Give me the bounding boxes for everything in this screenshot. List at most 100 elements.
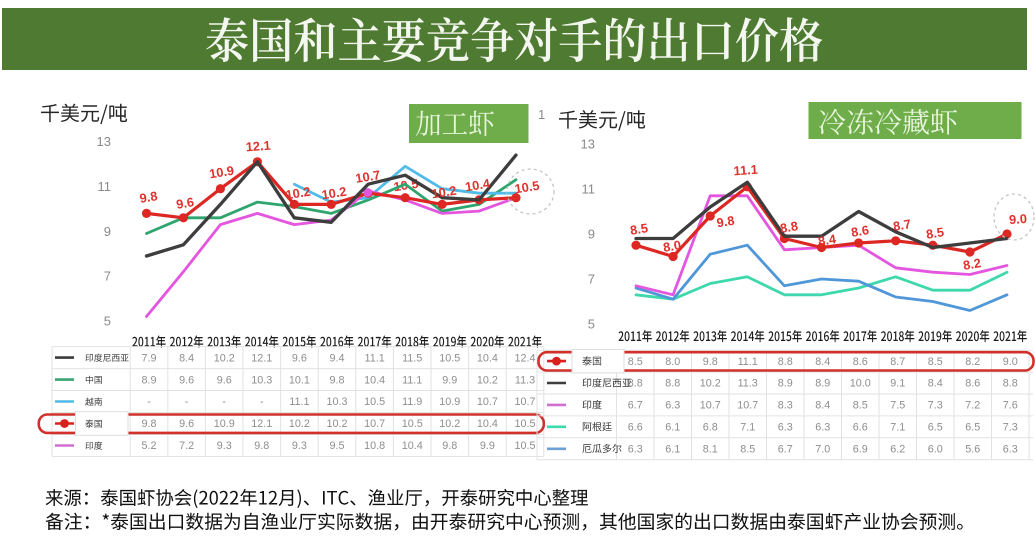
svg-text:10.5: 10.5: [439, 352, 460, 364]
svg-text:10.7: 10.7: [700, 400, 721, 412]
svg-text:8.3: 8.3: [778, 400, 793, 412]
svg-text:10.5: 10.5: [514, 178, 541, 197]
svg-text:10.4: 10.4: [464, 176, 492, 195]
svg-text:7.9: 7.9: [141, 352, 156, 364]
svg-text:8.2: 8.2: [962, 255, 982, 273]
svg-text:12.1: 12.1: [251, 352, 272, 364]
svg-text:11.5: 11.5: [402, 352, 422, 364]
svg-text:10.4: 10.4: [364, 374, 385, 386]
svg-text:1: 1: [538, 107, 545, 122]
svg-text:9.1: 9.1: [890, 378, 905, 390]
svg-text:6.0: 6.0: [928, 443, 943, 455]
svg-text:10.9: 10.9: [208, 163, 235, 182]
svg-text:10.2: 10.2: [700, 378, 721, 390]
svg-text:10.5: 10.5: [514, 418, 535, 430]
svg-text:9.9: 9.9: [480, 440, 495, 452]
svg-text:6.6: 6.6: [628, 422, 643, 434]
svg-text:10.5: 10.5: [402, 418, 423, 430]
svg-text:10.7: 10.7: [514, 396, 535, 408]
svg-text:11.1: 11.1: [364, 352, 384, 364]
svg-text:5.2: 5.2: [141, 440, 156, 452]
svg-text:6.3: 6.3: [1003, 443, 1018, 455]
svg-text:11.1: 11.1: [402, 374, 422, 386]
svg-text:10.2: 10.2: [326, 418, 347, 430]
svg-text:11.9: 11.9: [402, 396, 422, 408]
svg-text:10.2: 10.2: [439, 418, 460, 430]
svg-text:6.3: 6.3: [628, 443, 643, 455]
svg-text:9.6: 9.6: [179, 374, 194, 386]
svg-text:8.2: 8.2: [965, 356, 980, 368]
svg-text:10.3: 10.3: [326, 396, 347, 408]
svg-text:10.2: 10.2: [289, 418, 310, 430]
svg-text:8.5: 8.5: [928, 356, 943, 368]
svg-text:8.6: 8.6: [853, 356, 868, 368]
svg-text:6.1: 6.1: [665, 422, 680, 434]
svg-text:9.8: 9.8: [254, 440, 269, 452]
svg-text:8.5: 8.5: [925, 224, 945, 242]
svg-text:8.8: 8.8: [1003, 378, 1018, 390]
svg-text:11.3: 11.3: [515, 374, 535, 386]
svg-text:9.5: 9.5: [329, 440, 344, 452]
svg-text:12.4: 12.4: [514, 352, 535, 364]
svg-text:10.9: 10.9: [439, 396, 460, 408]
svg-text:10.5: 10.5: [364, 396, 385, 408]
svg-text:9.6: 9.6: [217, 374, 232, 386]
svg-text:8.7: 8.7: [890, 356, 905, 368]
svg-text:8.8: 8.8: [665, 378, 680, 390]
svg-text:8.8: 8.8: [778, 356, 793, 368]
svg-text:7.6: 7.6: [1003, 400, 1018, 412]
svg-text:6.8: 6.8: [703, 422, 718, 434]
svg-text:9.8: 9.8: [139, 188, 159, 206]
svg-text:5.6: 5.6: [965, 443, 980, 455]
svg-text:10.4: 10.4: [402, 440, 423, 452]
svg-text:7.3: 7.3: [928, 400, 943, 412]
svg-text:8.5: 8.5: [740, 443, 755, 455]
svg-text:-: -: [222, 396, 226, 408]
svg-text:8.8: 8.8: [779, 218, 799, 236]
svg-text:6.6: 6.6: [853, 422, 868, 434]
svg-text:8.4: 8.4: [815, 356, 830, 368]
svg-text:7.2: 7.2: [179, 440, 194, 452]
svg-text:8.5: 8.5: [628, 356, 643, 368]
svg-text:9.8: 9.8: [329, 374, 344, 386]
svg-text:9: 9: [588, 227, 595, 242]
svg-text:8.8: 8.8: [628, 378, 643, 390]
svg-text:6.3: 6.3: [665, 400, 680, 412]
svg-text:10.2: 10.2: [285, 184, 312, 203]
svg-text:10.7: 10.7: [737, 400, 758, 412]
svg-text:8.9: 8.9: [815, 378, 830, 390]
svg-text:10.2: 10.2: [321, 184, 348, 203]
svg-text:8.4: 8.4: [928, 378, 943, 390]
svg-text:11: 11: [582, 182, 596, 197]
svg-text:10.4: 10.4: [477, 352, 498, 364]
svg-text:7.1: 7.1: [890, 422, 905, 434]
svg-text:9.8: 9.8: [703, 356, 718, 368]
svg-text:10.7: 10.7: [477, 396, 498, 408]
svg-text:7.1: 7.1: [740, 422, 755, 434]
svg-text:9.4: 9.4: [329, 352, 344, 364]
svg-text:8.0: 8.0: [662, 237, 682, 255]
svg-text:9.8: 9.8: [716, 213, 736, 231]
svg-text:8.5: 8.5: [629, 220, 649, 238]
svg-text:8.6: 8.6: [850, 222, 870, 240]
svg-text:9.0: 9.0: [1009, 211, 1028, 227]
svg-text:8.4: 8.4: [817, 231, 838, 249]
svg-text:6.9: 6.9: [853, 443, 868, 455]
svg-text:5: 5: [104, 314, 111, 329]
svg-text:5: 5: [588, 317, 595, 332]
svg-text:8.5: 8.5: [853, 400, 868, 412]
svg-text:11.1: 11.1: [289, 396, 309, 408]
svg-text:6.5: 6.5: [965, 422, 980, 434]
svg-text:10.9: 10.9: [214, 418, 235, 430]
svg-text:8.9: 8.9: [778, 378, 793, 390]
svg-text:6.5: 6.5: [928, 422, 943, 434]
svg-text:10.8: 10.8: [364, 440, 385, 452]
svg-text:11.1: 11.1: [733, 162, 758, 179]
svg-text:10.2: 10.2: [214, 352, 235, 364]
svg-text:10.2: 10.2: [477, 374, 498, 386]
svg-text:6.2: 6.2: [890, 443, 905, 455]
svg-text:-: -: [260, 396, 264, 408]
svg-text:8.6: 8.6: [965, 378, 980, 390]
svg-text:9.3: 9.3: [217, 440, 232, 452]
svg-text:8.4: 8.4: [179, 352, 194, 364]
